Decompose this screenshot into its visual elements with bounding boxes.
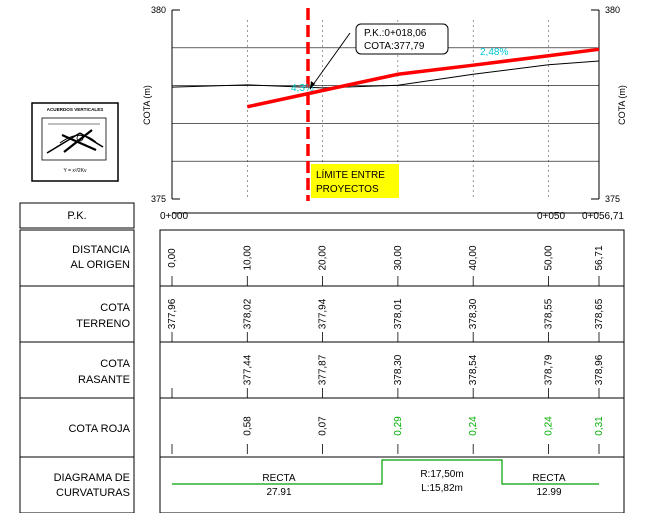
row-curvature-label-2: CURVATURAS (56, 487, 130, 499)
row-distance-label-2: AL ORIGEN (71, 259, 131, 271)
terrain-value: 378,01 (393, 298, 404, 329)
y-bottom-left: 375 (151, 194, 166, 204)
legend-formula: Y = x²/2Kv (63, 168, 87, 174)
distance-value: 30,00 (393, 245, 404, 270)
row-distance-label-1: DISTANCIA (72, 244, 131, 256)
redcota-value: 0,24 (468, 416, 479, 436)
horizontal-gridlines (172, 47, 599, 162)
curv-seg2-line2: L:15,82m (421, 483, 463, 494)
redcota-value: 0,31 (594, 416, 605, 436)
grade-value: 377,87 (318, 354, 329, 385)
terrain-line (171, 60, 600, 89)
vertical-curve-legend: ACUERDOS VERTICALES Y = x²/2Kv (31, 102, 119, 182)
distance-value: 0,00 (167, 248, 178, 268)
y-top-left: 380 (151, 5, 166, 15)
distance-value: 50,00 (543, 245, 554, 270)
curv-seg1-line1: RECTA (262, 473, 295, 484)
terrain-value: 378,65 (594, 298, 605, 329)
row-grade-label-2: RASANTE (78, 374, 130, 386)
distance-value: 40,00 (468, 245, 479, 270)
y-bottom-right: 375 (605, 194, 620, 204)
pk-axis: 0+000 0+050 0+056,71 (160, 211, 624, 222)
terrain-value: 377,96 (167, 298, 178, 329)
redcota-value: 0,29 (393, 416, 404, 436)
redcota-value: 0,58 (242, 416, 253, 436)
terrain-value: 377,94 (318, 298, 329, 329)
guitar-row-values: 0,00 10,00 20,00 30,00 40,00 50,00 56,71 377,96… (167, 245, 605, 454)
pk-annotation-line2: COTA:377,79 (364, 41, 425, 52)
terrain-value: 378,30 (468, 298, 479, 329)
grade-value: 378,30 (393, 354, 404, 385)
row-redcota-label: COTA ROJA (68, 423, 130, 435)
redcota-value: 0,07 (318, 416, 329, 436)
grade-value: 377,44 (242, 354, 253, 385)
grade-value: 378,54 (468, 354, 479, 385)
row-terrain-label-1: COTA (100, 302, 130, 314)
y-axis-label-left: COTA (m) (142, 85, 152, 125)
limit-label-box: LÍMITE ENTRE PROYECTOS (311, 164, 399, 198)
pk-annotation: P.K.:0+018,06 COTA:377,79 (309, 23, 449, 90)
curv-seg1-line2: 27.91 (266, 487, 291, 498)
legend-title: ACUERDOS VERTICALES (47, 107, 104, 112)
guitar-data-area (159, 229, 625, 513)
pk-tick-start: 0+000 (160, 211, 189, 222)
distance-value: 10,00 (242, 245, 253, 270)
pk-tick-50: 0+050 (537, 211, 566, 222)
row-curvature-label-1: DIAGRAMA DE (54, 472, 130, 484)
slope-left-label: 4,3% (291, 83, 314, 94)
pk-tick-end: 0+056,71 (582, 211, 624, 222)
pk-row-label-box: P.K. (19, 202, 135, 229)
row-terrain-label-2: TERRENO (76, 318, 130, 330)
y-top-right: 380 (605, 5, 620, 15)
redcota-value: 0,24 (543, 416, 554, 436)
vertical-curve-icon (41, 117, 107, 161)
pk-row-label: P.K. (67, 210, 86, 222)
slope-right-label: 2,48% (480, 47, 508, 58)
y-axis-label-right: COTA (m) (617, 85, 627, 125)
row-grade-label-1: COTA (100, 358, 130, 370)
grade-value: 378,96 (594, 354, 605, 385)
terrain-value: 378,02 (242, 298, 253, 329)
distance-value: 56,71 (594, 245, 605, 270)
limit-label-line1: LÍMITE ENTRE (316, 168, 385, 181)
curv-seg3-line1: RECTA (532, 473, 565, 484)
pk-annotation-line1: P.K.:0+018,06 (364, 28, 427, 39)
grade-value: 378,79 (543, 354, 554, 385)
guitar-label-column (19, 229, 135, 513)
distance-value: 20,00 (318, 245, 329, 270)
curv-seg3-line2: 12.99 (536, 487, 561, 498)
curvature-diagram: RECTA 27.91 R:17,50m L:15,82m RECTA 12.9… (172, 459, 599, 498)
curv-seg2-line1: R:17,50m (420, 469, 463, 480)
terrain-value: 378,55 (543, 298, 554, 329)
limit-label-line2: PROYECTOS (316, 184, 379, 195)
grade-line (246, 47, 600, 109)
